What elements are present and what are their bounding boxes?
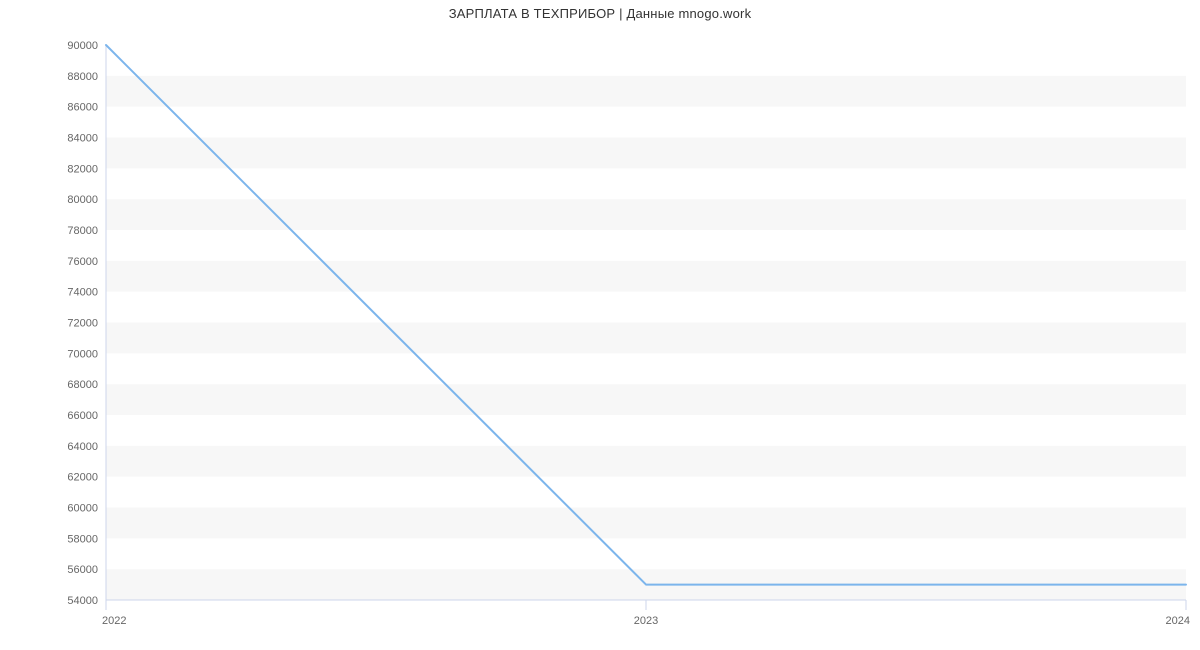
- y-tick-label: 80000: [67, 194, 98, 206]
- y-tick-label: 78000: [67, 225, 98, 237]
- y-tick-label: 60000: [67, 503, 98, 515]
- x-tick-label: 2023: [634, 615, 658, 627]
- y-tick-label: 74000: [67, 287, 98, 299]
- salary-line-chart: ЗАРПЛАТА В ТЕХПРИБОР | Данные mnogo.work…: [0, 0, 1200, 650]
- y-tick-label: 90000: [67, 40, 98, 52]
- y-tick-label: 70000: [67, 348, 98, 360]
- y-tick-label: 66000: [67, 410, 98, 422]
- y-tick-label: 56000: [67, 564, 98, 576]
- y-tick-label: 84000: [67, 133, 98, 145]
- y-tick-label: 86000: [67, 102, 98, 114]
- chart-title: ЗАРПЛАТА В ТЕХПРИБОР | Данные mnogo.work: [0, 6, 1200, 21]
- y-tick-label: 68000: [67, 379, 98, 391]
- y-tick-label: 64000: [67, 441, 98, 453]
- y-tick-label: 76000: [67, 256, 98, 268]
- y-tick-label: 54000: [67, 595, 98, 607]
- x-tick-label: 2024: [1166, 615, 1190, 627]
- y-tick-label: 88000: [67, 71, 98, 83]
- y-tick-label: 72000: [67, 318, 98, 330]
- y-tick-label: 82000: [67, 163, 98, 175]
- chart-svg: 54000 56000 58000 60000 62000 64000 66000 68000…: [0, 0, 1200, 650]
- y-tick-label: 62000: [67, 472, 98, 484]
- y-tick-label: 58000: [67, 533, 98, 545]
- x-tick-label: 2022: [102, 615, 126, 627]
